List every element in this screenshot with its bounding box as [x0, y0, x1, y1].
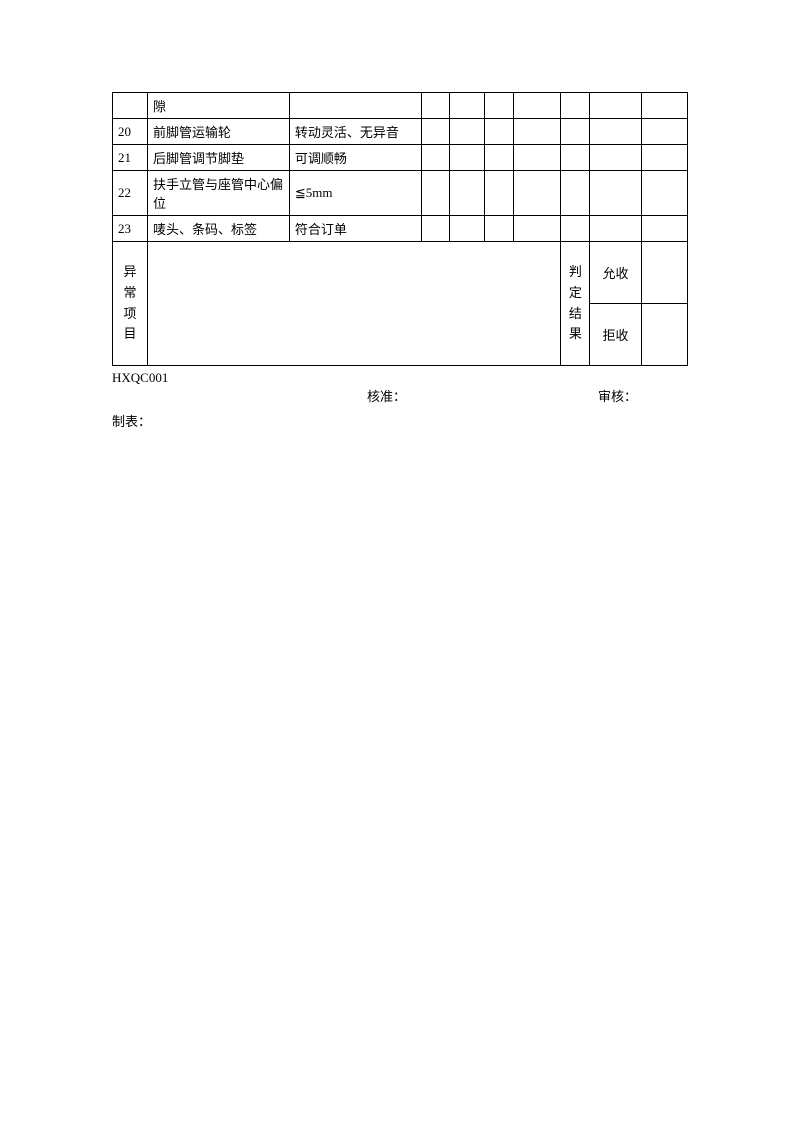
row-spec: 符合订单: [289, 216, 421, 242]
cell: [641, 216, 687, 242]
cell: [641, 119, 687, 145]
exception-row: 异 常 项 目 判 定 结 果 允收: [113, 242, 688, 304]
cell: [561, 119, 590, 145]
cell: [590, 216, 641, 242]
table-row: 21 后脚管调节脚垫 可调顺畅: [113, 145, 688, 171]
row-desc: 扶手立管与座管中心偏位: [147, 171, 289, 216]
accept-cell: [641, 242, 687, 304]
cell: [485, 119, 514, 145]
cell: [450, 93, 485, 119]
cell: [514, 145, 561, 171]
footer-maker: 制表：: [112, 411, 688, 430]
cell: [485, 145, 514, 171]
row-num: 22: [113, 171, 148, 216]
footer-row-1: HXQC001: [112, 370, 688, 386]
cell: [561, 216, 590, 242]
cell: [590, 171, 641, 216]
row-num: [113, 93, 148, 119]
table-row: 23 唛头、条码、标签 符合订单: [113, 216, 688, 242]
cell: [590, 119, 641, 145]
cell: [641, 171, 687, 216]
row-desc: 后脚管调节脚垫: [147, 145, 289, 171]
exception-content: [147, 242, 560, 366]
cell: [450, 216, 485, 242]
footer-code: HXQC001: [112, 370, 224, 386]
judgment-label: 判 定 结 果: [561, 242, 590, 366]
cell: [485, 216, 514, 242]
cell: [485, 93, 514, 119]
footer-audit: 审核：: [598, 386, 688, 405]
table-row: 22 扶手立管与座管中心偏位 ≦5mm: [113, 171, 688, 216]
cell: [421, 216, 450, 242]
cell: [485, 171, 514, 216]
cell: [561, 145, 590, 171]
table-row: 隙: [113, 93, 688, 119]
footer-approve: 核准：: [112, 386, 406, 405]
cell: [421, 93, 450, 119]
footer-row-2: 核准： 审核：: [112, 386, 688, 405]
row-num: 20: [113, 119, 148, 145]
row-spec: [289, 93, 421, 119]
row-desc: 前脚管运输轮: [147, 119, 289, 145]
row-spec: 可调顺畅: [289, 145, 421, 171]
cell: [641, 145, 687, 171]
cell: [514, 93, 561, 119]
cell: [561, 93, 590, 119]
cell: [514, 216, 561, 242]
row-num: 21: [113, 145, 148, 171]
cell: [514, 171, 561, 216]
row-desc: 隙: [147, 93, 289, 119]
cell: [450, 119, 485, 145]
reject-label: 拒收: [590, 304, 641, 366]
exception-label: 异 常 项 目: [113, 242, 148, 366]
cell: [421, 171, 450, 216]
cell: [590, 145, 641, 171]
cell: [561, 171, 590, 216]
cell: [590, 93, 641, 119]
inspection-table: 隙 20 前脚管运输轮 转动灵活、无异音 21 后脚管调节脚垫 可调顺畅 22: [112, 92, 688, 366]
row-spec: 转动灵活、无异音: [289, 119, 421, 145]
row-num: 23: [113, 216, 148, 242]
cell: [421, 119, 450, 145]
cell: [450, 171, 485, 216]
row-spec: ≦5mm: [289, 171, 421, 216]
row-desc: 唛头、条码、标签: [147, 216, 289, 242]
cell: [641, 93, 687, 119]
reject-cell: [641, 304, 687, 366]
cell: [514, 119, 561, 145]
cell: [421, 145, 450, 171]
table-row: 20 前脚管运输轮 转动灵活、无异音: [113, 119, 688, 145]
cell: [450, 145, 485, 171]
accept-label: 允收: [590, 242, 641, 304]
